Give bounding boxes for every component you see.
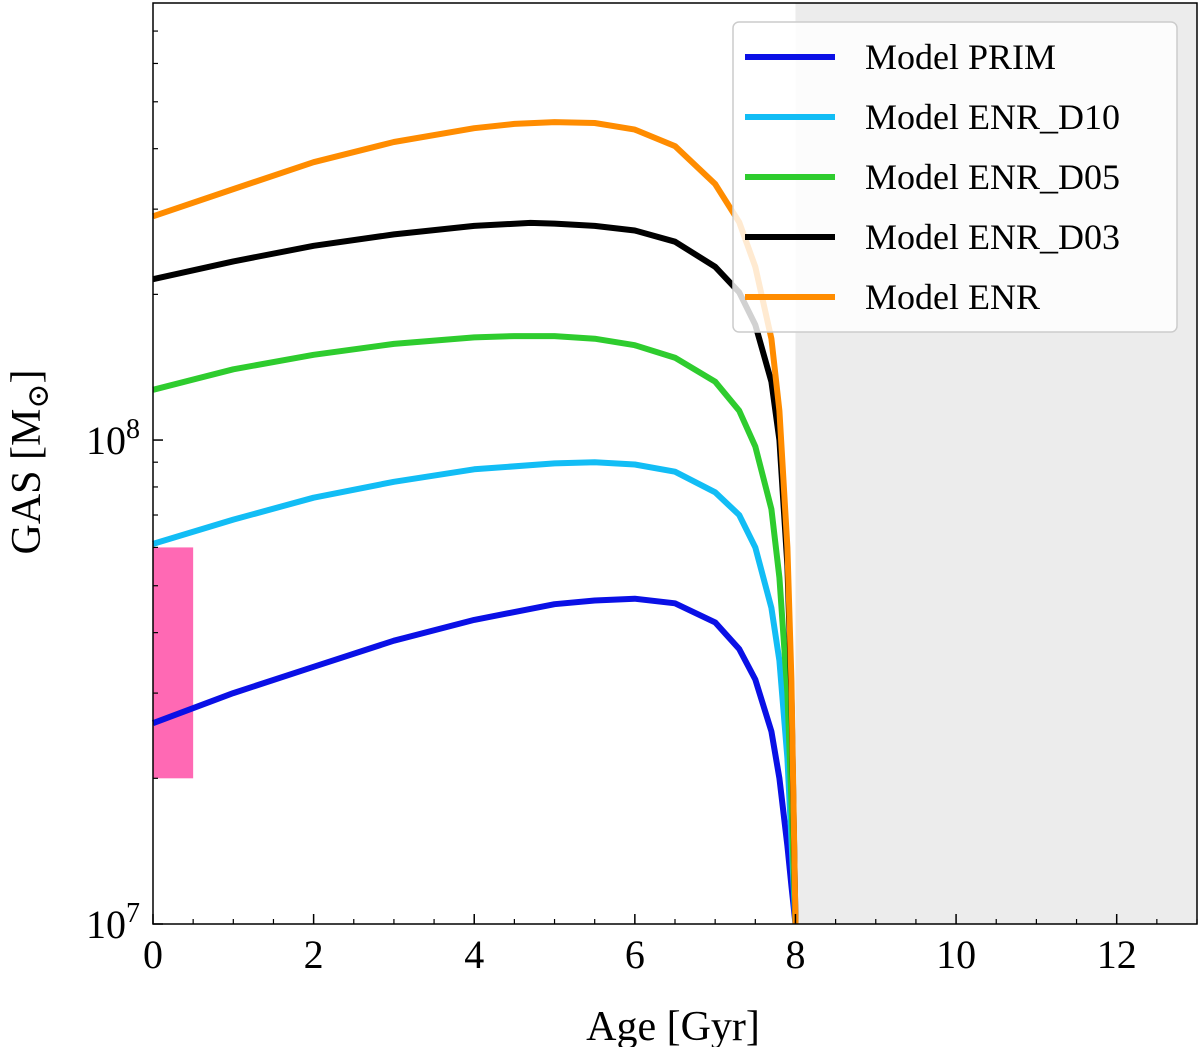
y-tick-label-exp: 7 <box>126 898 140 929</box>
legend-entry-label: Model ENR_D10 <box>865 97 1120 137</box>
legend-entry-label: Model PRIM <box>865 37 1056 77</box>
y-tick-label: 107 <box>86 898 140 947</box>
x-tick-label: 2 <box>304 932 324 977</box>
series-line-model-enr-d05 <box>152 333 799 925</box>
y-axis-label: GAS [M⊙] <box>4 370 55 555</box>
y-tick-label-exp: 8 <box>126 414 140 445</box>
series-line-model-enr-d03 <box>152 219 799 925</box>
x-tick-label: 6 <box>625 932 645 977</box>
series-line-model-prim <box>151 595 799 925</box>
series-layer <box>151 119 799 925</box>
y-axis-label-sub: ⊙ <box>22 384 55 409</box>
x-tick-label: 0 <box>143 932 163 977</box>
legend-box <box>732 21 1178 333</box>
x-tick-label: 8 <box>785 932 805 977</box>
y-axis-label-main: GAS [M <box>4 409 50 555</box>
x-tick-label: 12 <box>1097 932 1137 977</box>
observed-range-box <box>153 547 194 779</box>
legend-entry-label: Model ENR_D03 <box>865 217 1120 257</box>
y-axis-label-close: ] <box>4 370 50 384</box>
legend: Model PRIM Model ENR_D10 Model ENR_D05 Mode… <box>732 21 1178 333</box>
x-tick-label: 4 <box>464 932 484 977</box>
legend-entry-label: Model ENR_D05 <box>865 157 1120 197</box>
y-tick-label: 108 <box>86 414 140 463</box>
series-line-model-enr <box>152 119 799 925</box>
legend-entry-label: Model ENR <box>865 277 1040 317</box>
series-line-model-enr-d10 <box>152 459 799 925</box>
x-axis-label: Age [Gyr] <box>586 1004 760 1047</box>
x-tick-label: 10 <box>936 932 976 977</box>
y-tick-label-base: 10 <box>86 902 126 947</box>
y-tick-label-base: 10 <box>86 418 126 463</box>
